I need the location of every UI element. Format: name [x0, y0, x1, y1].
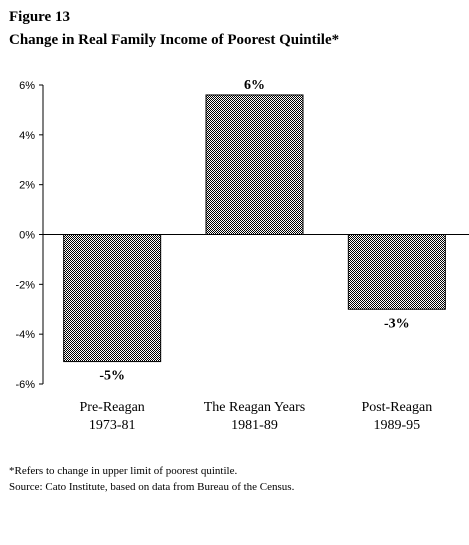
- bar: [205, 94, 304, 236]
- chart-title: Change in Real Family Income of Poorest …: [9, 32, 340, 48]
- y-tick-label: -4%: [15, 329, 35, 341]
- bar: [63, 234, 162, 363]
- x-category-label: 1989-95: [373, 418, 420, 433]
- y-tick-label: -2%: [15, 279, 35, 291]
- x-category-label: 1973-81: [89, 418, 136, 433]
- y-tick-label: 0%: [19, 230, 35, 242]
- data-label: -3%: [384, 316, 410, 331]
- y-tick-label: -6%: [15, 379, 35, 391]
- y-tick-label: 6%: [19, 80, 35, 92]
- bar: [347, 234, 446, 310]
- y-tick-label: 4%: [19, 130, 35, 142]
- figure-label: Figure 13: [9, 9, 70, 25]
- x-category-label: Post-Reagan: [361, 400, 432, 415]
- y-tick-label: 2%: [19, 180, 35, 192]
- x-category-label: The Reagan Years: [204, 400, 305, 415]
- source-note: Source: Cato Institute, based on data fr…: [9, 481, 295, 493]
- x-category-label: Pre-Reagan: [80, 400, 145, 415]
- x-category-label: 1981-89: [231, 418, 278, 433]
- data-label: 6%: [244, 78, 265, 93]
- footnote: *Refers to change in upper limit of poor…: [9, 465, 238, 477]
- data-label: -5%: [99, 369, 125, 384]
